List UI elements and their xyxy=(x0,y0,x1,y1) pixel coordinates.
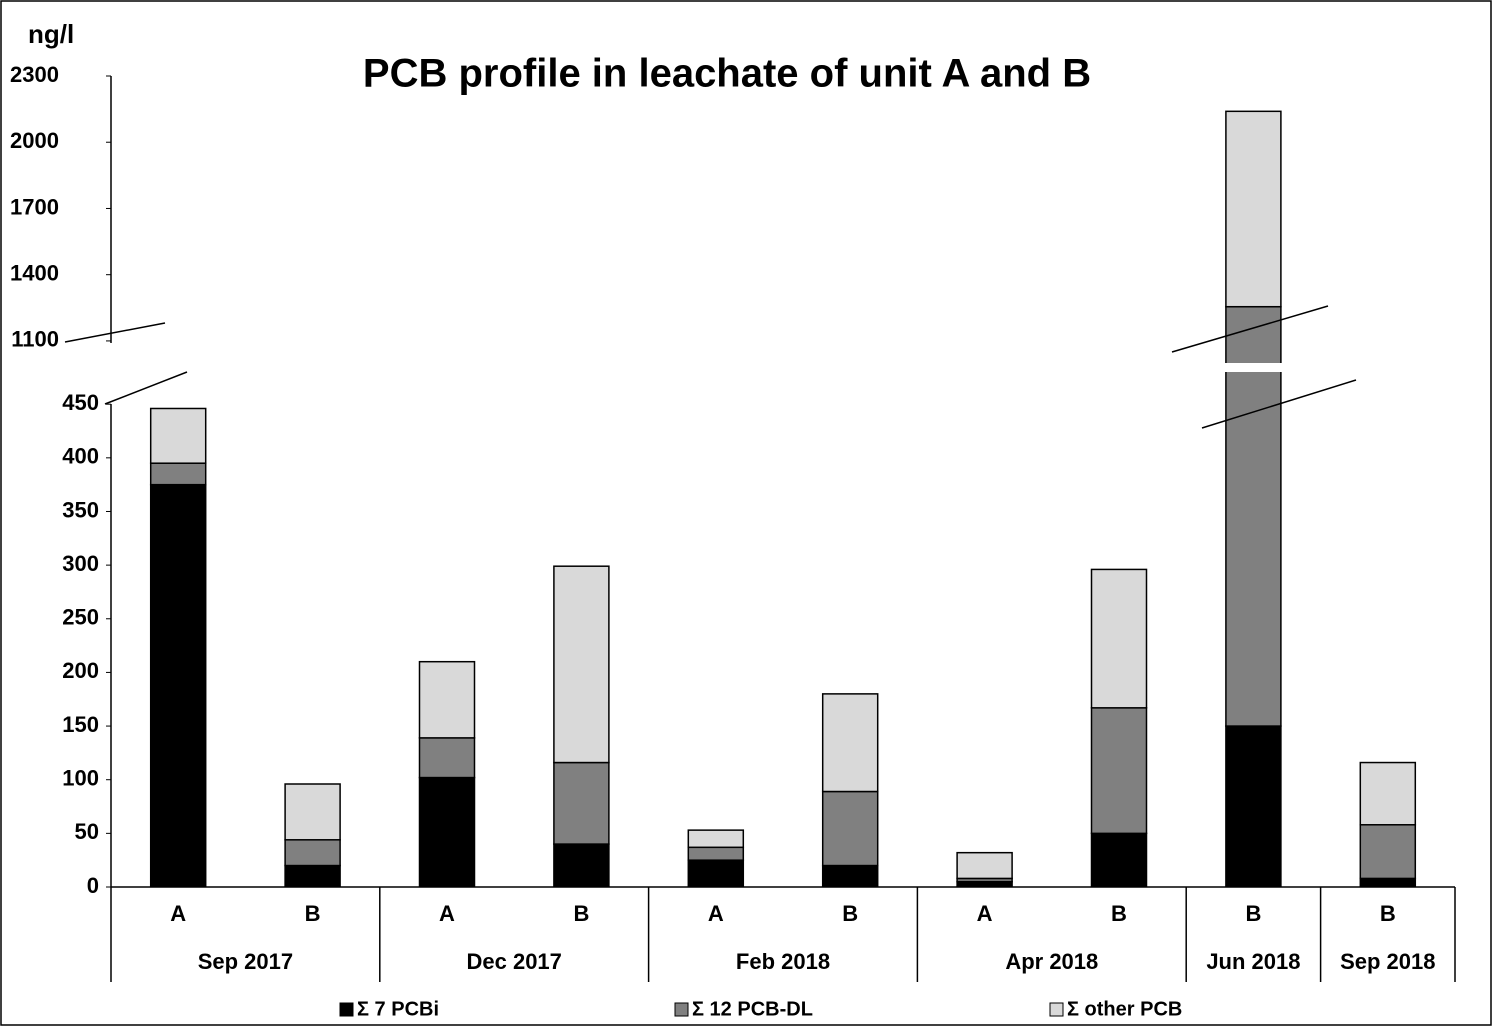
x-tick-label: A xyxy=(439,901,455,926)
y-tick-label: 300 xyxy=(62,551,99,576)
bar-segment xyxy=(821,864,879,887)
bar-segment xyxy=(553,761,610,845)
bar-segment xyxy=(1359,877,1417,887)
y2-tick-label: 1100 xyxy=(11,327,59,352)
group-label: Apr 2018 xyxy=(1005,949,1098,974)
group-label: Feb 2018 xyxy=(736,949,830,974)
break-line xyxy=(1201,379,1357,429)
bar-segment xyxy=(1225,305,1282,363)
bar-segment xyxy=(821,790,879,867)
bar-segment xyxy=(418,776,476,887)
group-label: Jun 2018 xyxy=(1206,949,1300,974)
bar-segment xyxy=(284,839,341,867)
x-tick-label: B xyxy=(842,901,858,926)
bar-segment xyxy=(1225,372,1282,727)
y-tick-label: 100 xyxy=(62,766,99,791)
bar-segment xyxy=(687,859,745,887)
bar-segment xyxy=(418,737,476,779)
bar-segment xyxy=(418,660,476,739)
group-label: Dec 2017 xyxy=(466,949,561,974)
y-tick-label: 400 xyxy=(62,444,99,469)
x-tick-label: B xyxy=(573,901,589,926)
y-tick-label: 450 xyxy=(62,390,99,415)
break-line xyxy=(1171,305,1329,353)
bar-segment xyxy=(1359,761,1417,826)
legend-swatch xyxy=(339,1002,354,1017)
x-tick-label: B xyxy=(305,901,321,926)
bar-segment xyxy=(1090,707,1148,835)
bar-segment xyxy=(687,829,745,849)
break-line xyxy=(104,371,188,405)
bar-segment xyxy=(284,864,341,887)
group-label: Sep 2018 xyxy=(1340,949,1435,974)
bar-segment xyxy=(687,846,745,861)
legend-label: Σ 7 PCBi xyxy=(357,998,439,1020)
bar-segment xyxy=(821,693,879,793)
break-line xyxy=(64,322,166,343)
bar-segment xyxy=(956,880,1013,887)
plot: 0 50 100 150 200 250 300 350 400 450 1100 1400 1700 2… xyxy=(10,62,1456,1020)
x-tick-label: B xyxy=(1245,901,1261,926)
x-tick-label: B xyxy=(1111,901,1127,926)
legend-swatch xyxy=(674,1002,689,1017)
bar-segment xyxy=(149,483,207,887)
y-axis-label: ng/l xyxy=(28,19,74,49)
y-tick-label: 50 xyxy=(75,819,99,844)
bar-segment xyxy=(284,783,341,841)
x-tick-label: A xyxy=(708,901,724,926)
axis-breaks xyxy=(64,305,1357,429)
y-tick-label: 350 xyxy=(62,497,99,522)
lower-panel xyxy=(149,372,1417,887)
y-tick-label: 0 xyxy=(87,873,99,898)
bar-segment xyxy=(149,462,207,486)
bar-segment xyxy=(149,407,207,464)
y2-tick-label: 2300 xyxy=(10,62,59,87)
bar-segment xyxy=(553,843,610,887)
y-tick-label: 150 xyxy=(62,712,99,737)
x-tick-label: B xyxy=(1380,901,1396,926)
legend-swatch xyxy=(1049,1002,1064,1017)
y-tick-label: 200 xyxy=(62,658,99,683)
x-tick-label: A xyxy=(170,901,186,926)
legend-label: Σ 12 PCB-DL xyxy=(692,998,813,1020)
group-label: Sep 2017 xyxy=(198,949,293,974)
upper-panel xyxy=(1225,110,1282,363)
x-tick-label: A xyxy=(977,901,993,926)
bar-segment xyxy=(1090,568,1148,709)
legend-label: Σ other PCB xyxy=(1067,998,1182,1020)
y2-tick-label: 2000 xyxy=(10,128,59,153)
bar-segment xyxy=(1225,725,1282,887)
y2-tick-label: 1700 xyxy=(10,194,59,219)
y-tick-label: 250 xyxy=(62,605,99,630)
chart-title: PCB profile in leachate of unit A and B xyxy=(363,52,1091,96)
bar-segment xyxy=(956,851,1013,880)
bar-segment xyxy=(553,565,610,764)
y2-tick-label: 1400 xyxy=(10,261,59,286)
bar-segment xyxy=(1225,110,1282,308)
bar-segment xyxy=(1359,824,1417,880)
bar-segment xyxy=(1090,832,1148,887)
